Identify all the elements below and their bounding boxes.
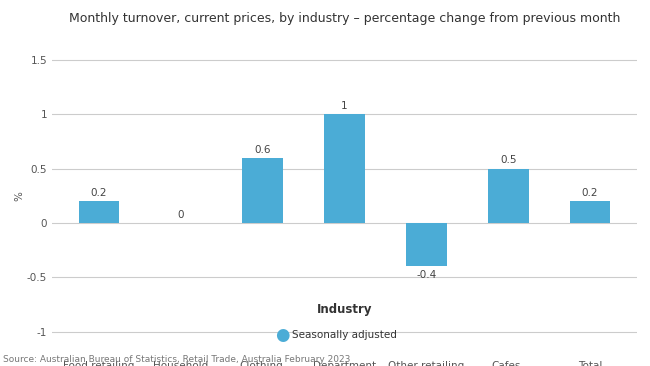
Text: 0.5: 0.5: [500, 156, 516, 165]
Text: Industry: Industry: [317, 303, 372, 316]
Bar: [406, 223, 447, 266]
Bar: [324, 114, 365, 223]
Text: 0.2: 0.2: [582, 188, 598, 198]
Bar: [242, 158, 283, 223]
Bar: [488, 169, 528, 223]
Text: 0.6: 0.6: [254, 145, 271, 154]
Bar: [79, 201, 120, 223]
Bar: [569, 201, 610, 223]
Text: 0.2: 0.2: [91, 188, 107, 198]
Text: 0: 0: [177, 210, 184, 220]
Text: -0.4: -0.4: [416, 270, 436, 280]
Text: 1: 1: [341, 101, 348, 111]
Y-axis label: %: %: [14, 191, 24, 201]
Title: Monthly turnover, current prices, by industry – percentage change from previous : Monthly turnover, current prices, by ind…: [69, 12, 620, 25]
Text: Seasonally adjusted: Seasonally adjusted: [292, 330, 397, 340]
Text: ●: ●: [276, 326, 290, 344]
Text: Source: Australian Bureau of Statistics, Retail Trade, Australia February 2023: Source: Australian Bureau of Statistics,…: [3, 355, 350, 364]
